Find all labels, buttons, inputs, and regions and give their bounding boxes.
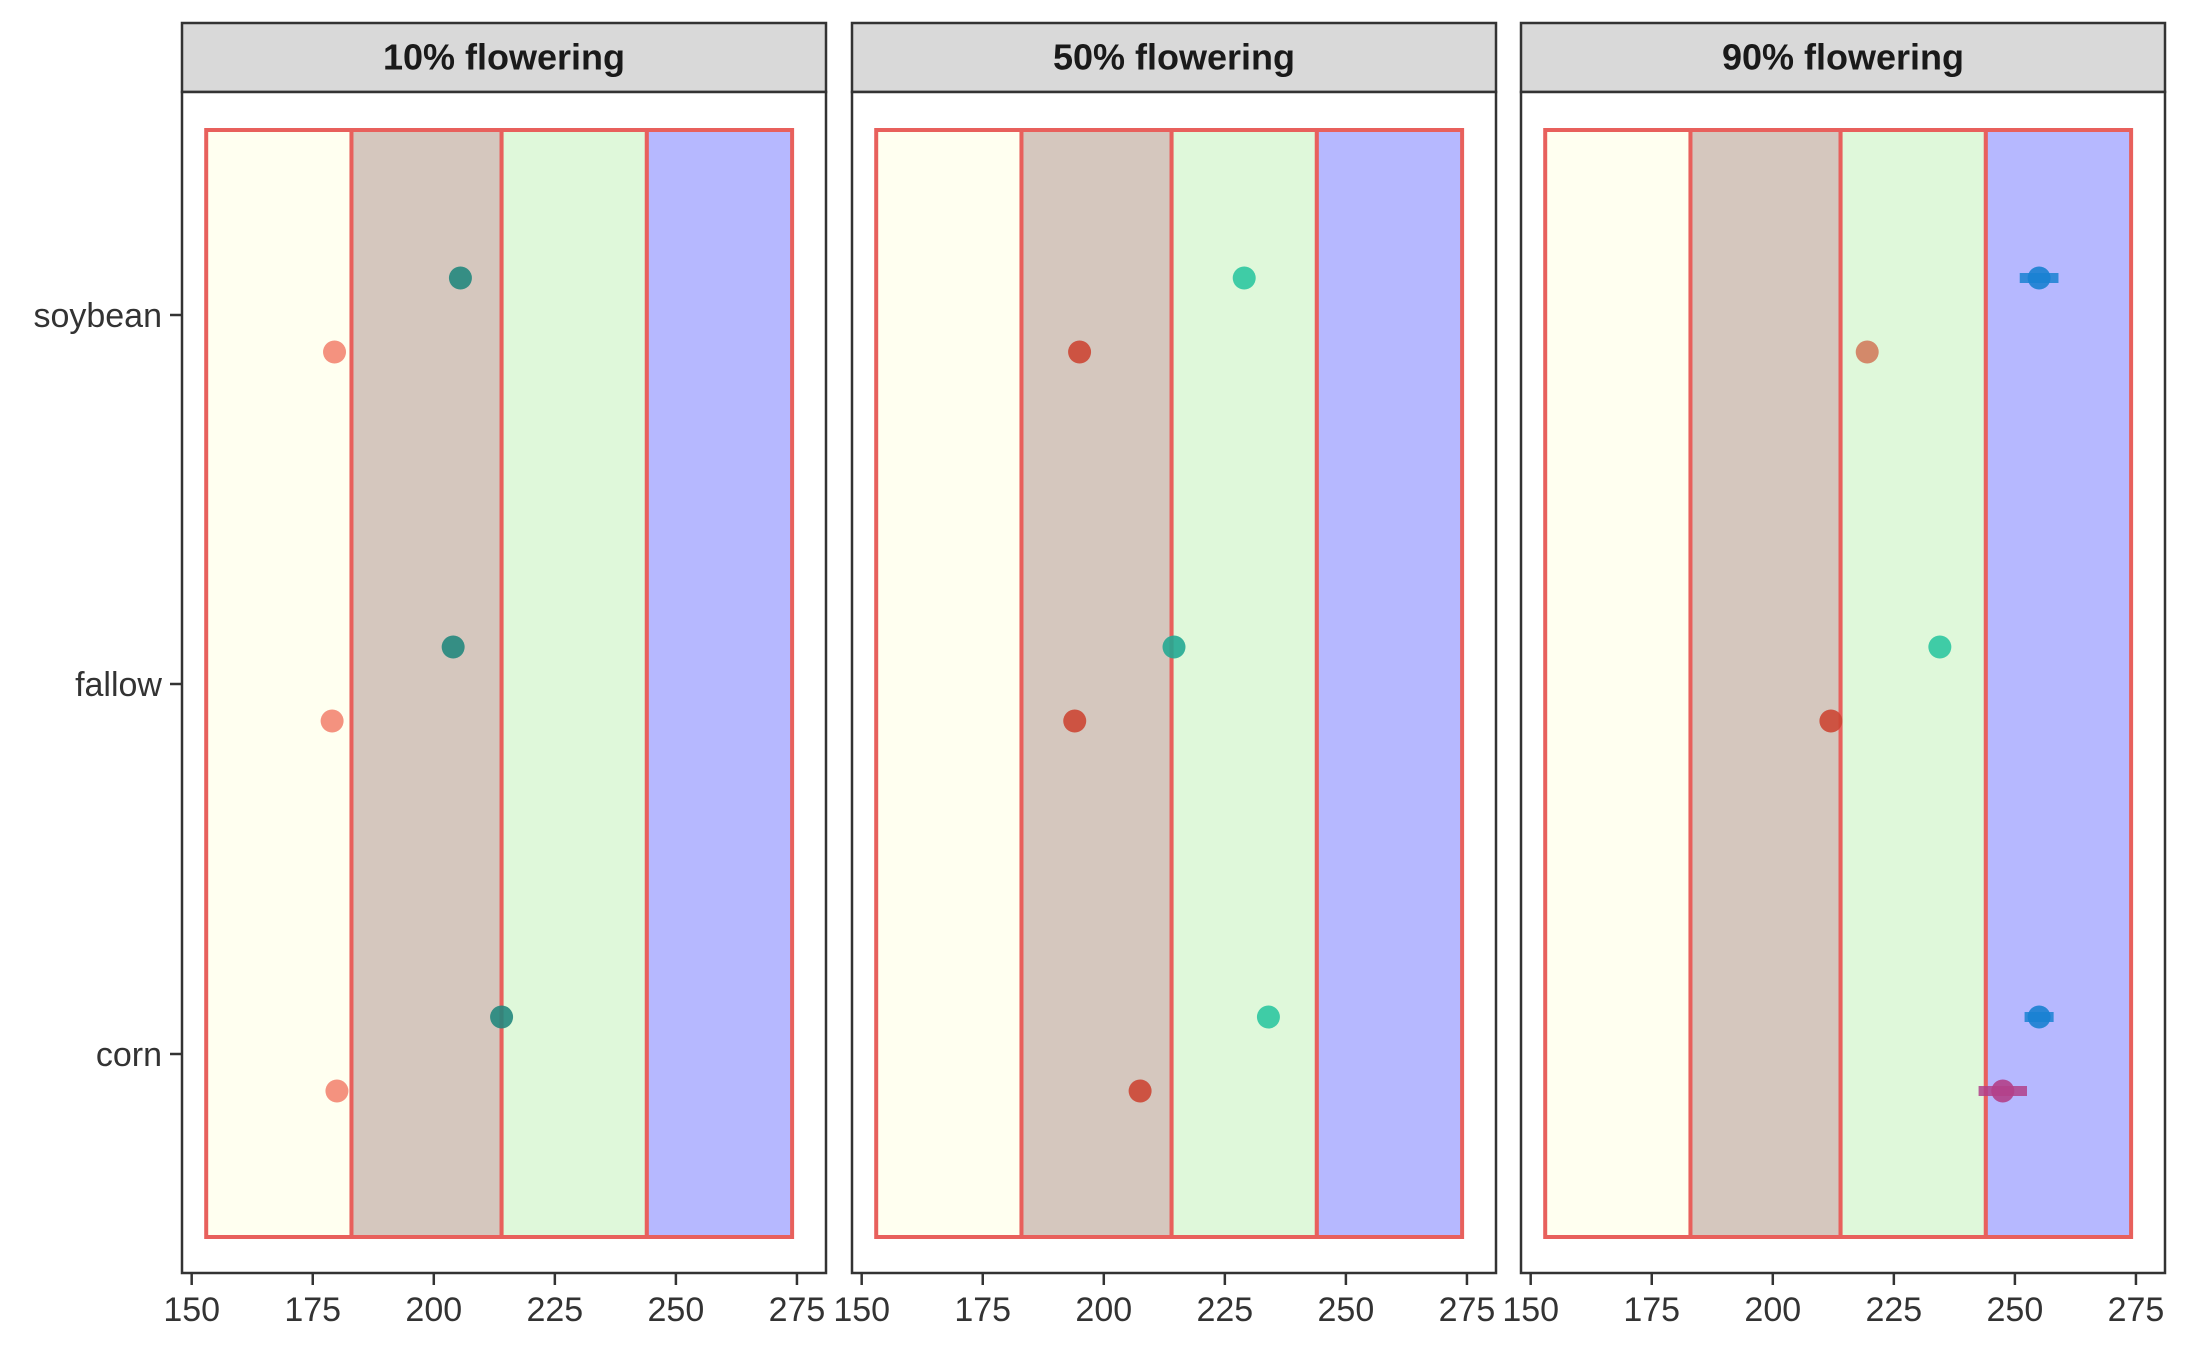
x-tick-label-2-250: 250 bbox=[1318, 1291, 1375, 1329]
point-corn-lower-2 bbox=[1128, 1079, 1152, 1103]
x-tick-label-1-250: 250 bbox=[648, 1291, 705, 1329]
point-corn-upper-1 bbox=[490, 1005, 514, 1029]
point-corn-lower-1 bbox=[325, 1079, 349, 1103]
band-1-1 bbox=[204, 128, 354, 1239]
x-tick-label-1-225: 225 bbox=[526, 1291, 583, 1329]
point-fallow-upper-3 bbox=[1928, 635, 1952, 659]
x-tick-label-2-200: 200 bbox=[1075, 1291, 1132, 1329]
x-tick-label-3-275: 275 bbox=[2108, 1291, 2165, 1329]
panel-border-3 bbox=[1519, 90, 2167, 1275]
band-3-1 bbox=[1543, 128, 1693, 1239]
band-1-4 bbox=[644, 128, 795, 1239]
x-tick-label-3-200: 200 bbox=[1744, 1291, 1801, 1329]
x-tick-label-3-150: 150 bbox=[1502, 1291, 1559, 1329]
point-fallow-lower-2 bbox=[1063, 709, 1087, 733]
point-fallow-lower-1 bbox=[320, 709, 344, 733]
x-tick-label-2-275: 275 bbox=[1439, 1291, 1496, 1329]
x-tick-label-3-175: 175 bbox=[1623, 1291, 1680, 1329]
point-soybean-lower-1 bbox=[323, 340, 347, 364]
band-2-2 bbox=[1019, 128, 1174, 1239]
point-soybean-lower-3 bbox=[1855, 340, 1879, 364]
x-tick-label-3-250: 250 bbox=[1987, 1291, 2044, 1329]
point-soybean-upper-3 bbox=[2027, 266, 2051, 290]
point-soybean-upper-2 bbox=[1232, 266, 1256, 290]
point-soybean-upper-1 bbox=[448, 266, 472, 290]
point-corn-upper-2 bbox=[1256, 1005, 1280, 1029]
x-tick-label-2-225: 225 bbox=[1196, 1291, 1253, 1329]
panel-border-2 bbox=[850, 90, 1498, 1275]
x-tick-label-2-150: 150 bbox=[833, 1291, 890, 1329]
band-3-3 bbox=[1838, 128, 1988, 1239]
band-1-3 bbox=[499, 128, 649, 1239]
y-tick-label-soybean: soybean bbox=[33, 297, 162, 335]
point-fallow-upper-2 bbox=[1162, 635, 1186, 659]
facet-strip-2 bbox=[850, 21, 1498, 94]
x-tick-label-1-175: 175 bbox=[284, 1291, 341, 1329]
point-fallow-lower-3 bbox=[1819, 709, 1843, 733]
facet-title-1: 10% flowering bbox=[383, 37, 625, 78]
x-tick-label-1-275: 275 bbox=[769, 1291, 826, 1329]
band-2-4 bbox=[1314, 128, 1465, 1239]
point-corn-lower-3 bbox=[1991, 1079, 2015, 1103]
band-3-4 bbox=[1983, 128, 2134, 1239]
x-tick-label-2-175: 175 bbox=[954, 1291, 1011, 1329]
point-corn-upper-3 bbox=[2027, 1005, 2051, 1029]
band-3-2 bbox=[1688, 128, 1843, 1239]
x-tick-label-1-150: 150 bbox=[163, 1291, 220, 1329]
x-tick-label-1-200: 200 bbox=[405, 1291, 462, 1329]
x-tick-label-3-225: 225 bbox=[1865, 1291, 1922, 1329]
point-fallow-upper-1 bbox=[441, 635, 465, 659]
panel-border-1 bbox=[180, 90, 828, 1275]
y-tick-label-fallow: fallow bbox=[75, 666, 162, 704]
band-1-2 bbox=[349, 128, 504, 1239]
band-2-3 bbox=[1169, 128, 1319, 1239]
band-2-1 bbox=[874, 128, 1024, 1239]
facet-title-2: 50% flowering bbox=[1053, 37, 1295, 78]
y-tick-label-corn: corn bbox=[96, 1036, 162, 1074]
facet-title-3: 90% flowering bbox=[1722, 37, 1964, 78]
facet-strip-1 bbox=[180, 21, 828, 94]
point-soybean-lower-2 bbox=[1068, 340, 1092, 364]
